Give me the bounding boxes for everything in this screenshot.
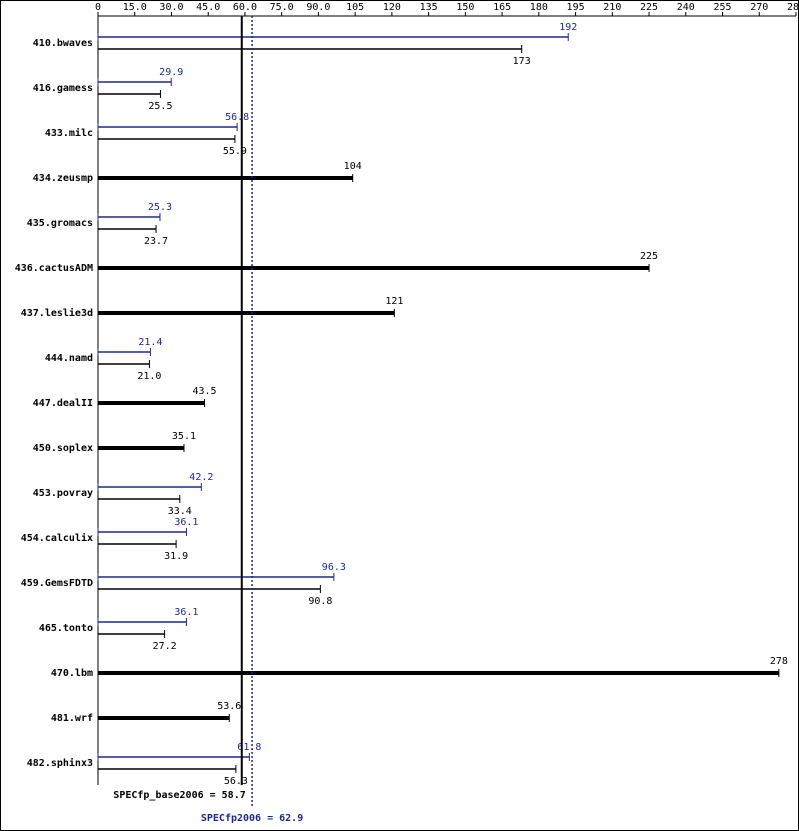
benchmark-label: 433.milc (45, 127, 93, 139)
benchmark-label: 465.tonto (39, 623, 93, 634)
x-tick-label: 105 (346, 2, 364, 13)
value-label: 121 (385, 296, 403, 307)
x-tick-label: 225 (640, 2, 658, 13)
x-tick-label: 135 (420, 2, 438, 13)
value-label: 278 (770, 656, 788, 667)
x-tick-label: 150 (456, 2, 474, 13)
reference-label: SPECfp_base2006 = 58.7 (113, 790, 245, 801)
value-label: 27.2 (153, 641, 177, 652)
value-label: 61.8 (237, 742, 261, 753)
x-tick-label: 270 (750, 2, 768, 13)
benchmark-label: 410.bwaves (33, 38, 93, 49)
benchmark-label: 447.dealII (33, 398, 93, 409)
value-label: 29.9 (159, 67, 183, 78)
benchmark-label: 437.leslie3d (21, 307, 93, 319)
x-tick-label: 180 (530, 2, 548, 13)
x-tick-label: 285 (787, 2, 799, 13)
x-tick-label: 210 (603, 2, 621, 13)
benchmark-label: 481.wrf (51, 713, 93, 724)
value-label: 25.5 (148, 101, 172, 112)
benchmark-label: 482.sphinx3 (27, 757, 93, 769)
benchmark-label: 470.lbm (51, 668, 93, 679)
value-label: 104 (344, 161, 362, 172)
benchmark-label: 434.zeusmp (33, 173, 93, 184)
value-label: 225 (640, 251, 658, 262)
benchmark-label: 435.gromacs (27, 218, 93, 229)
reference-label: SPECfp2006 = 62.9 (201, 813, 303, 824)
value-label: 55.9 (223, 146, 247, 157)
value-label: 56.3 (224, 776, 248, 787)
value-label: 21.0 (137, 371, 161, 382)
value-label: 23.7 (144, 236, 168, 247)
value-label: 36.1 (174, 517, 198, 528)
value-label: 56.8 (225, 112, 249, 123)
x-tick-label: 120 (383, 2, 401, 13)
benchmark-label: 436.cactusADM (15, 263, 93, 274)
x-tick-label: 195 (567, 2, 585, 13)
benchmark-label: 459.GemsFDTD (21, 578, 93, 589)
benchmark-label: 453.povray (33, 488, 93, 499)
value-label: 35.1 (172, 431, 196, 442)
value-label: 43.5 (192, 386, 216, 397)
value-label: 25.3 (148, 202, 172, 213)
benchmark-label: 416.gamess (33, 83, 93, 94)
value-label: 33.4 (168, 506, 192, 517)
value-label: 42.2 (189, 472, 213, 483)
x-tick-label: 60.0 (233, 2, 257, 13)
benchmark-label: 444.namd (45, 353, 93, 364)
x-tick-label: 165 (493, 2, 511, 13)
x-tick-label: 75.0 (270, 2, 294, 13)
value-label: 192 (559, 22, 577, 33)
value-label: 31.9 (164, 551, 188, 562)
value-label: 90.8 (308, 596, 332, 607)
x-tick-label: 90.0 (306, 2, 330, 13)
benchmark-label: 450.soplex (33, 443, 93, 454)
x-tick-label: 255 (713, 2, 731, 13)
x-tick-label: 240 (677, 2, 695, 13)
x-tick-label: 15.0 (123, 2, 147, 13)
value-label: 96.3 (322, 562, 346, 573)
x-tick-label: 30.0 (159, 2, 183, 13)
value-label: 53.6 (217, 701, 241, 712)
x-tick-label: 0 (95, 2, 101, 13)
value-label: 36.1 (174, 607, 198, 618)
value-label: 173 (513, 56, 531, 67)
x-tick-label: 45.0 (196, 2, 220, 13)
value-label: 21.4 (138, 337, 162, 348)
benchmark-label: 454.calculix (21, 532, 93, 544)
